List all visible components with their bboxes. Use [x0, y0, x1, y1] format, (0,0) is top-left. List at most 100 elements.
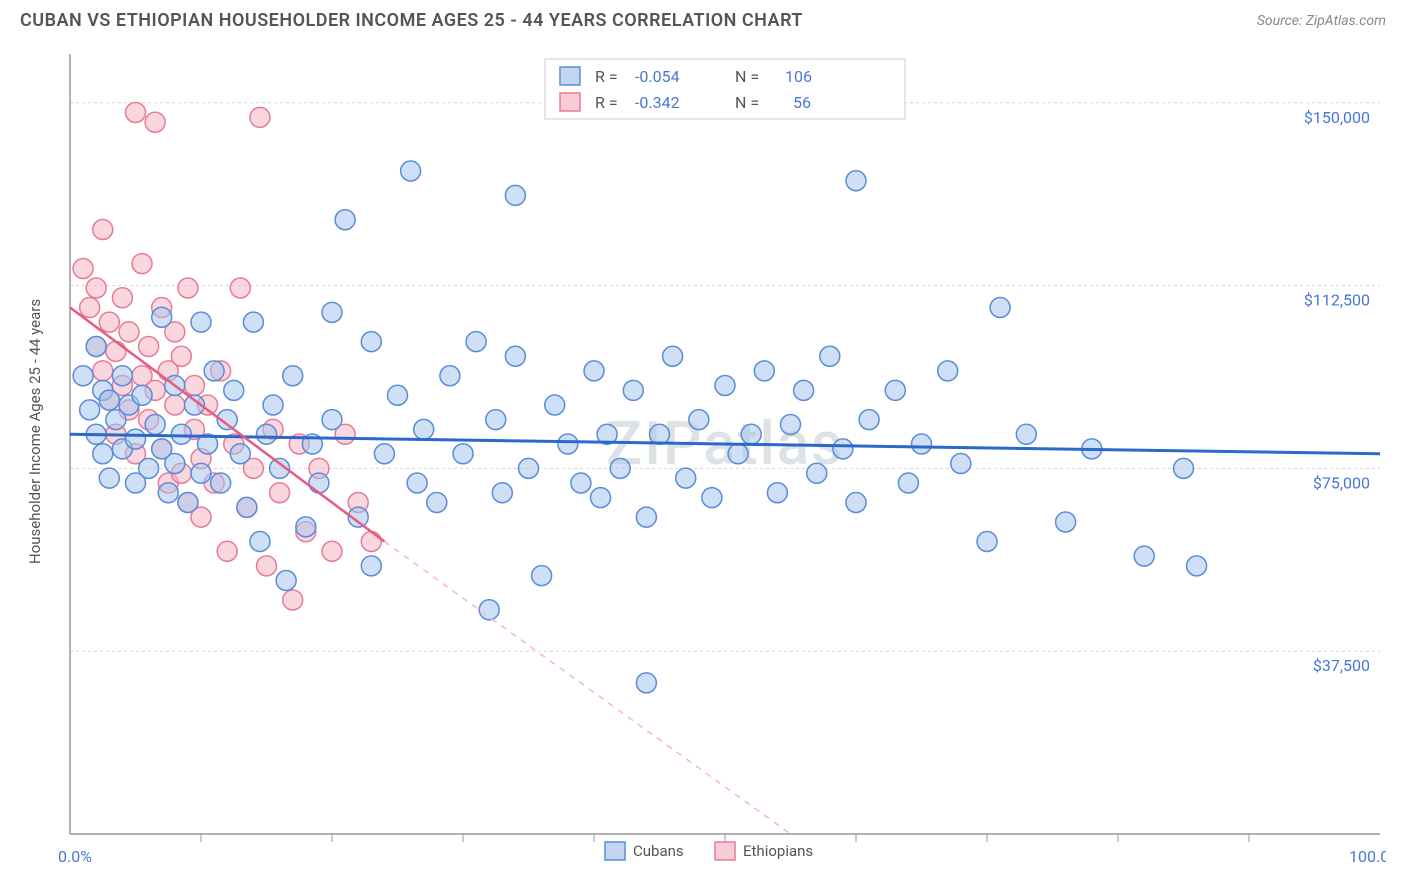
- marker: [361, 332, 381, 352]
- marker: [820, 346, 840, 366]
- marker: [86, 337, 106, 357]
- marker: [885, 380, 905, 400]
- marker: [466, 332, 486, 352]
- ytick-label: $150,000: [1304, 108, 1370, 127]
- marker: [217, 541, 237, 561]
- marker: [132, 254, 152, 274]
- marker: [132, 385, 152, 405]
- legend-r-label: R =: [595, 67, 618, 86]
- marker: [486, 410, 506, 430]
- marker: [676, 468, 696, 488]
- marker: [335, 210, 355, 230]
- marker: [846, 171, 866, 191]
- marker: [1056, 512, 1076, 532]
- legend-swatch-cubans-bottom: [605, 842, 625, 860]
- marker: [119, 322, 139, 342]
- marker: [505, 346, 525, 366]
- marker: [230, 444, 250, 464]
- marker: [237, 497, 257, 517]
- xtick-start-label: 0.0%: [58, 847, 92, 864]
- marker: [126, 429, 146, 449]
- marker: [322, 410, 342, 430]
- marker: [250, 532, 270, 552]
- ytick-label: $37,500: [1313, 656, 1370, 675]
- marker: [558, 434, 578, 454]
- marker: [374, 444, 394, 464]
- marker: [807, 463, 827, 483]
- marker: [794, 380, 814, 400]
- marker: [80, 298, 100, 318]
- marker: [158, 483, 178, 503]
- legend-n-label: N =: [735, 93, 759, 112]
- marker: [283, 366, 303, 386]
- marker: [211, 473, 231, 493]
- marker: [309, 473, 329, 493]
- marker: [204, 361, 224, 381]
- scatter-chart: $37,500$75,000$112,500$150,0000.0%100.0%…: [20, 44, 1386, 864]
- trendline-ethiopians-dashed: [384, 542, 790, 835]
- legend-r-label: R =: [595, 93, 618, 112]
- marker: [112, 366, 132, 386]
- marker: [296, 517, 316, 537]
- marker: [532, 566, 552, 586]
- marker: [112, 288, 132, 308]
- marker: [833, 439, 853, 459]
- marker: [1187, 556, 1207, 576]
- marker: [99, 390, 119, 410]
- marker: [636, 673, 656, 693]
- marker: [283, 590, 303, 610]
- marker: [650, 424, 670, 444]
- marker: [610, 458, 630, 478]
- marker: [139, 337, 159, 357]
- marker: [663, 346, 683, 366]
- marker: [126, 103, 146, 123]
- marker: [361, 556, 381, 576]
- marker: [728, 444, 748, 464]
- marker: [702, 488, 722, 508]
- marker: [401, 161, 421, 181]
- marker: [171, 424, 191, 444]
- marker: [1016, 424, 1036, 444]
- marker: [86, 278, 106, 298]
- marker: [636, 507, 656, 527]
- marker: [152, 307, 172, 327]
- marker: [715, 376, 735, 396]
- legend-n-cubans: 106: [785, 67, 812, 86]
- y-axis-label: Householder Income Ages 25 - 44 years: [26, 299, 44, 564]
- marker: [741, 424, 761, 444]
- marker: [106, 341, 126, 361]
- marker: [781, 415, 801, 435]
- marker: [139, 458, 159, 478]
- marker: [1134, 546, 1154, 566]
- marker: [492, 483, 512, 503]
- legend-n-ethiopians: 56: [793, 93, 811, 112]
- marker: [898, 473, 918, 493]
- marker: [145, 415, 165, 435]
- legend-n-label: N =: [735, 67, 759, 86]
- marker: [243, 312, 263, 332]
- marker: [191, 463, 211, 483]
- marker: [859, 410, 879, 430]
- marker: [165, 454, 185, 474]
- marker: [73, 259, 93, 279]
- legend-label-cubans: Cubans: [633, 842, 684, 860]
- marker: [938, 361, 958, 381]
- source-label: Source: ZipAtlas.com: [1257, 13, 1386, 29]
- marker: [171, 346, 191, 366]
- marker: [545, 395, 565, 415]
- marker: [977, 532, 997, 552]
- marker: [230, 278, 250, 298]
- marker: [427, 493, 447, 513]
- legend-swatch-ethiopians-bottom: [715, 842, 735, 860]
- marker: [99, 468, 119, 488]
- marker: [1174, 458, 1194, 478]
- ytick-label: $112,500: [1304, 291, 1370, 310]
- legend-r-ethiopians: -0.342: [635, 93, 680, 112]
- marker: [322, 541, 342, 561]
- marker: [407, 473, 427, 493]
- marker: [519, 458, 539, 478]
- marker: [571, 473, 591, 493]
- marker: [80, 400, 100, 420]
- chart-header: CUBAN VS ETHIOPIAN HOUSEHOLDER INCOME AG…: [0, 0, 1406, 37]
- marker: [414, 419, 434, 439]
